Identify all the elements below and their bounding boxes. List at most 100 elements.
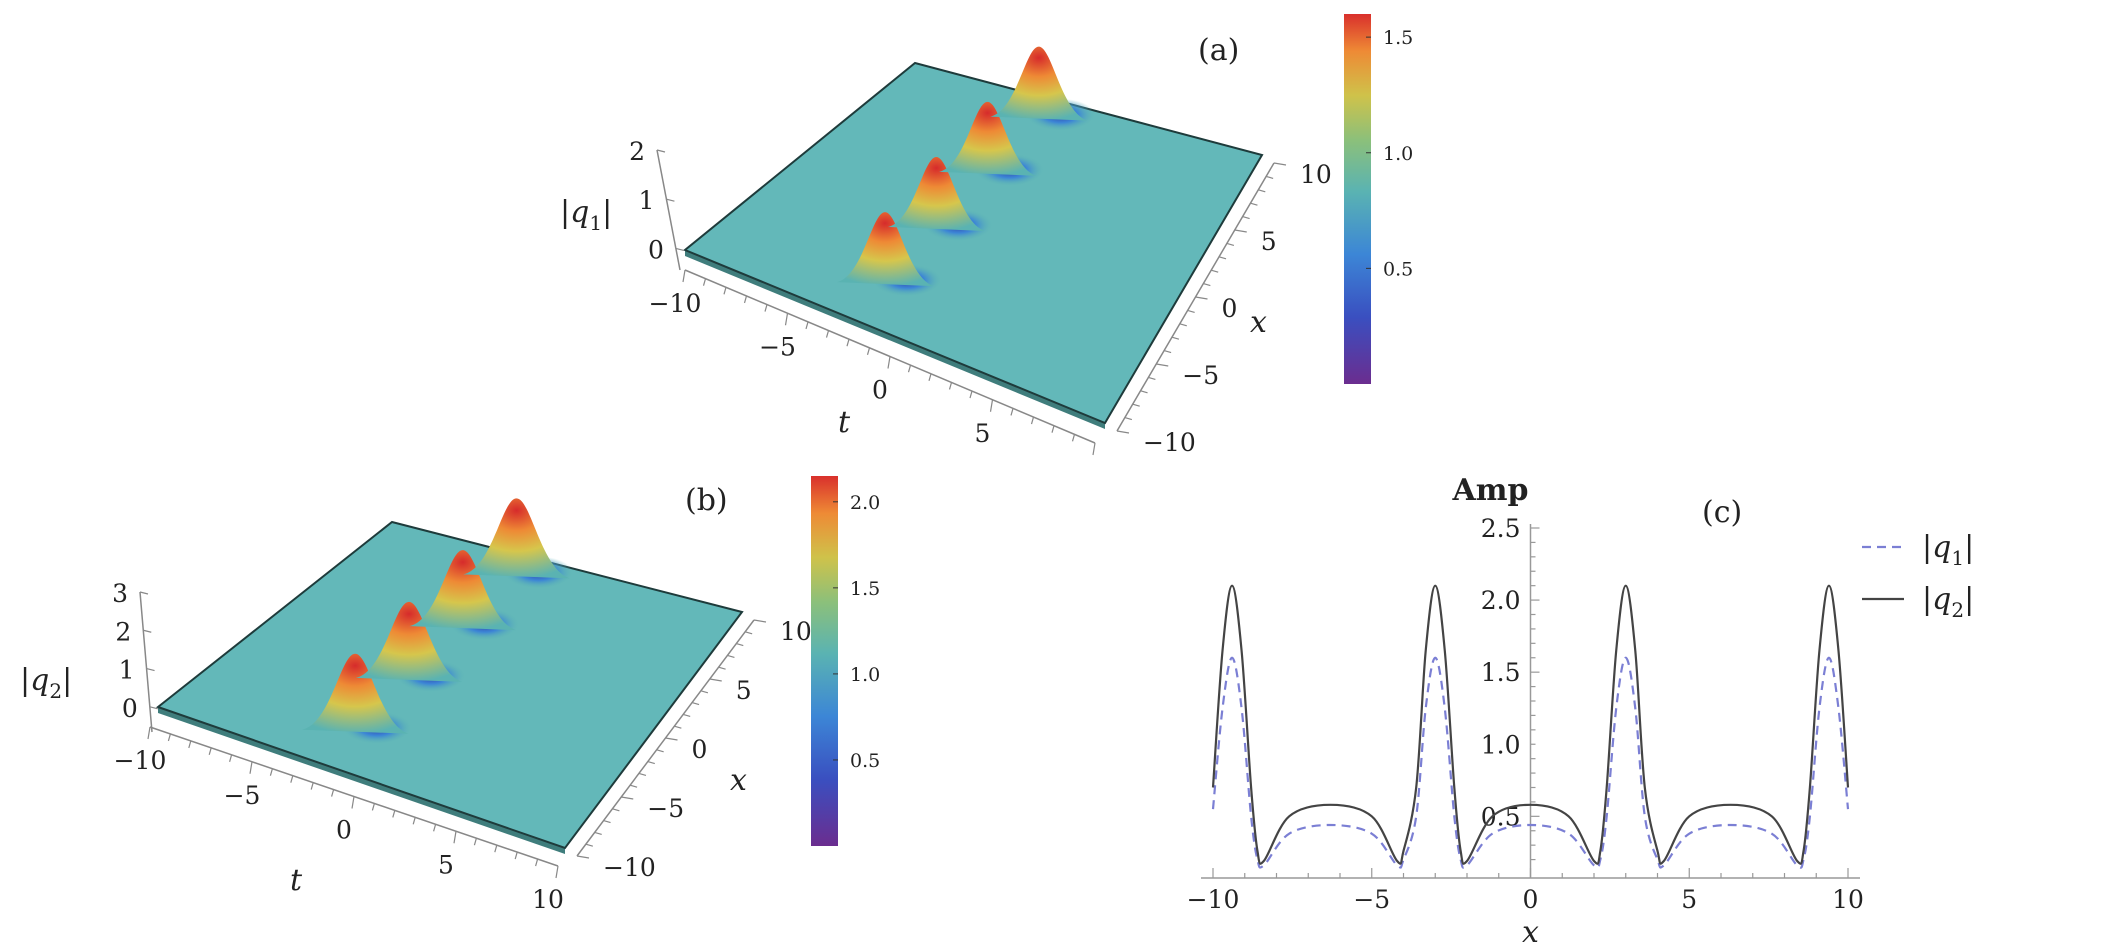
t-axis-tick [825, 330, 830, 338]
x-tick-label: 10 [1300, 160, 1332, 189]
t-axis-tick [188, 740, 192, 749]
t-axis-tick [167, 733, 171, 742]
t-axis-tick [494, 844, 498, 853]
colorbar-tick-label: 2.0 [850, 492, 880, 514]
t-axis-tick [1071, 434, 1076, 442]
colorbar-tick-label: 1.5 [1383, 27, 1413, 49]
t-axis-tick [351, 796, 355, 809]
t-axis-tick [1010, 408, 1014, 416]
t-axis-label: t [290, 863, 303, 898]
z-axis-line [656, 149, 681, 271]
t-axis-tick [784, 313, 789, 326]
z-axis-tick [675, 247, 685, 251]
x-axis-tick [718, 666, 726, 670]
surface-peak [887, 157, 985, 232]
t-tick-label: 5 [975, 419, 991, 448]
x-axis-tick [1250, 202, 1258, 206]
x-axis-tick [1140, 390, 1148, 394]
t-axis-tick [764, 304, 768, 312]
t-tick-label: −5 [224, 781, 261, 810]
t-axis-tick [723, 287, 727, 295]
t-tick-label: 10 [532, 885, 564, 914]
z-axis-tick [139, 591, 149, 595]
t-axis-tick [290, 775, 294, 783]
z-axis-tick [656, 149, 666, 153]
x-axis-tick [665, 737, 678, 741]
panel-label: (c) [1702, 495, 1742, 530]
panel-label: (a) [1198, 33, 1239, 68]
t-axis-tick [147, 726, 151, 740]
t-axis-tick [948, 382, 953, 390]
legend-label-1: |q1| [1922, 530, 1974, 570]
chart-title: Amp [1452, 473, 1529, 508]
t-axis-tick [535, 858, 539, 867]
x-tick-label: 0 [1523, 885, 1539, 914]
z-tick-label: 2 [115, 617, 131, 646]
t-axis-tick [907, 364, 912, 373]
t-axis-tick [433, 824, 437, 832]
t-axis-tick [1030, 416, 1035, 425]
x-axis-tick [1171, 336, 1180, 340]
t-axis-tick [412, 817, 416, 825]
x-axis-tick [576, 855, 590, 859]
t-axis-tick [331, 789, 335, 797]
x-axis-tick [1179, 323, 1187, 327]
x-tick-label: 5 [1681, 885, 1697, 914]
t-tick-label: −5 [759, 332, 796, 361]
t-axis-tick [1051, 425, 1055, 433]
z-axis-label: |q1| [560, 195, 612, 235]
z-axis-line [139, 591, 153, 733]
x-axis-tick [727, 654, 735, 658]
t-axis-label: t [838, 405, 851, 440]
x-tick-label: −5 [1182, 361, 1219, 390]
surface-peak [301, 653, 409, 734]
z-tick-label: 2 [629, 137, 645, 166]
series-line-2 [1211, 584, 1850, 865]
colorbar-tick-label: 1.5 [850, 578, 880, 600]
x-axis-tick [683, 713, 691, 717]
y-tick-label: 1.5 [1481, 658, 1521, 687]
t-axis-tick [887, 356, 891, 369]
t-axis-tick [208, 747, 212, 756]
t-axis-tick [371, 803, 375, 811]
series-line-1 [1211, 656, 1850, 869]
z-tick-label: 3 [112, 579, 128, 608]
z-axis-tick [146, 667, 155, 672]
t-tick-label: −10 [649, 289, 702, 318]
x-tick-label: 5 [736, 676, 752, 705]
t-axis-tick [249, 761, 253, 774]
surface-peak [836, 212, 934, 287]
z-axis-tick [666, 198, 675, 202]
x-axis-tick [629, 784, 638, 788]
x-tick-label: 0 [1222, 294, 1238, 323]
x-axis-tick [585, 843, 594, 847]
t-axis-tick [473, 838, 477, 846]
t-axis-tick [229, 754, 233, 762]
x-axis-tick [744, 631, 753, 635]
z-tick-label: 1 [639, 186, 655, 215]
x-axis-tick [594, 831, 602, 835]
t-axis-tick [269, 768, 273, 776]
x-axis-tick [1156, 363, 1169, 367]
t-axis-tick [866, 347, 871, 356]
colorbar [1344, 14, 1371, 384]
t-tick-label: −10 [114, 746, 167, 775]
t-tick-label: 0 [872, 376, 888, 405]
x-axis-tick [691, 702, 700, 706]
t-axis-tick [1092, 442, 1096, 456]
x-axis-tick [1234, 229, 1247, 233]
x-axis-label: x [1522, 915, 1539, 945]
x-axis-tick [1242, 216, 1250, 220]
x-axis-tick [1116, 430, 1130, 434]
surface-front-edge [158, 707, 565, 854]
t-axis-tick [310, 782, 314, 790]
x-axis-tick [1187, 309, 1195, 313]
surface-front-edge [685, 250, 1105, 429]
x-tick-label: −5 [1353, 885, 1390, 914]
x-tick-label: −10 [1187, 885, 1240, 914]
x-axis-tick [1258, 189, 1266, 193]
x-tick-label: −10 [1143, 428, 1196, 457]
t-axis-tick [805, 321, 809, 330]
surface-peak [355, 601, 463, 682]
